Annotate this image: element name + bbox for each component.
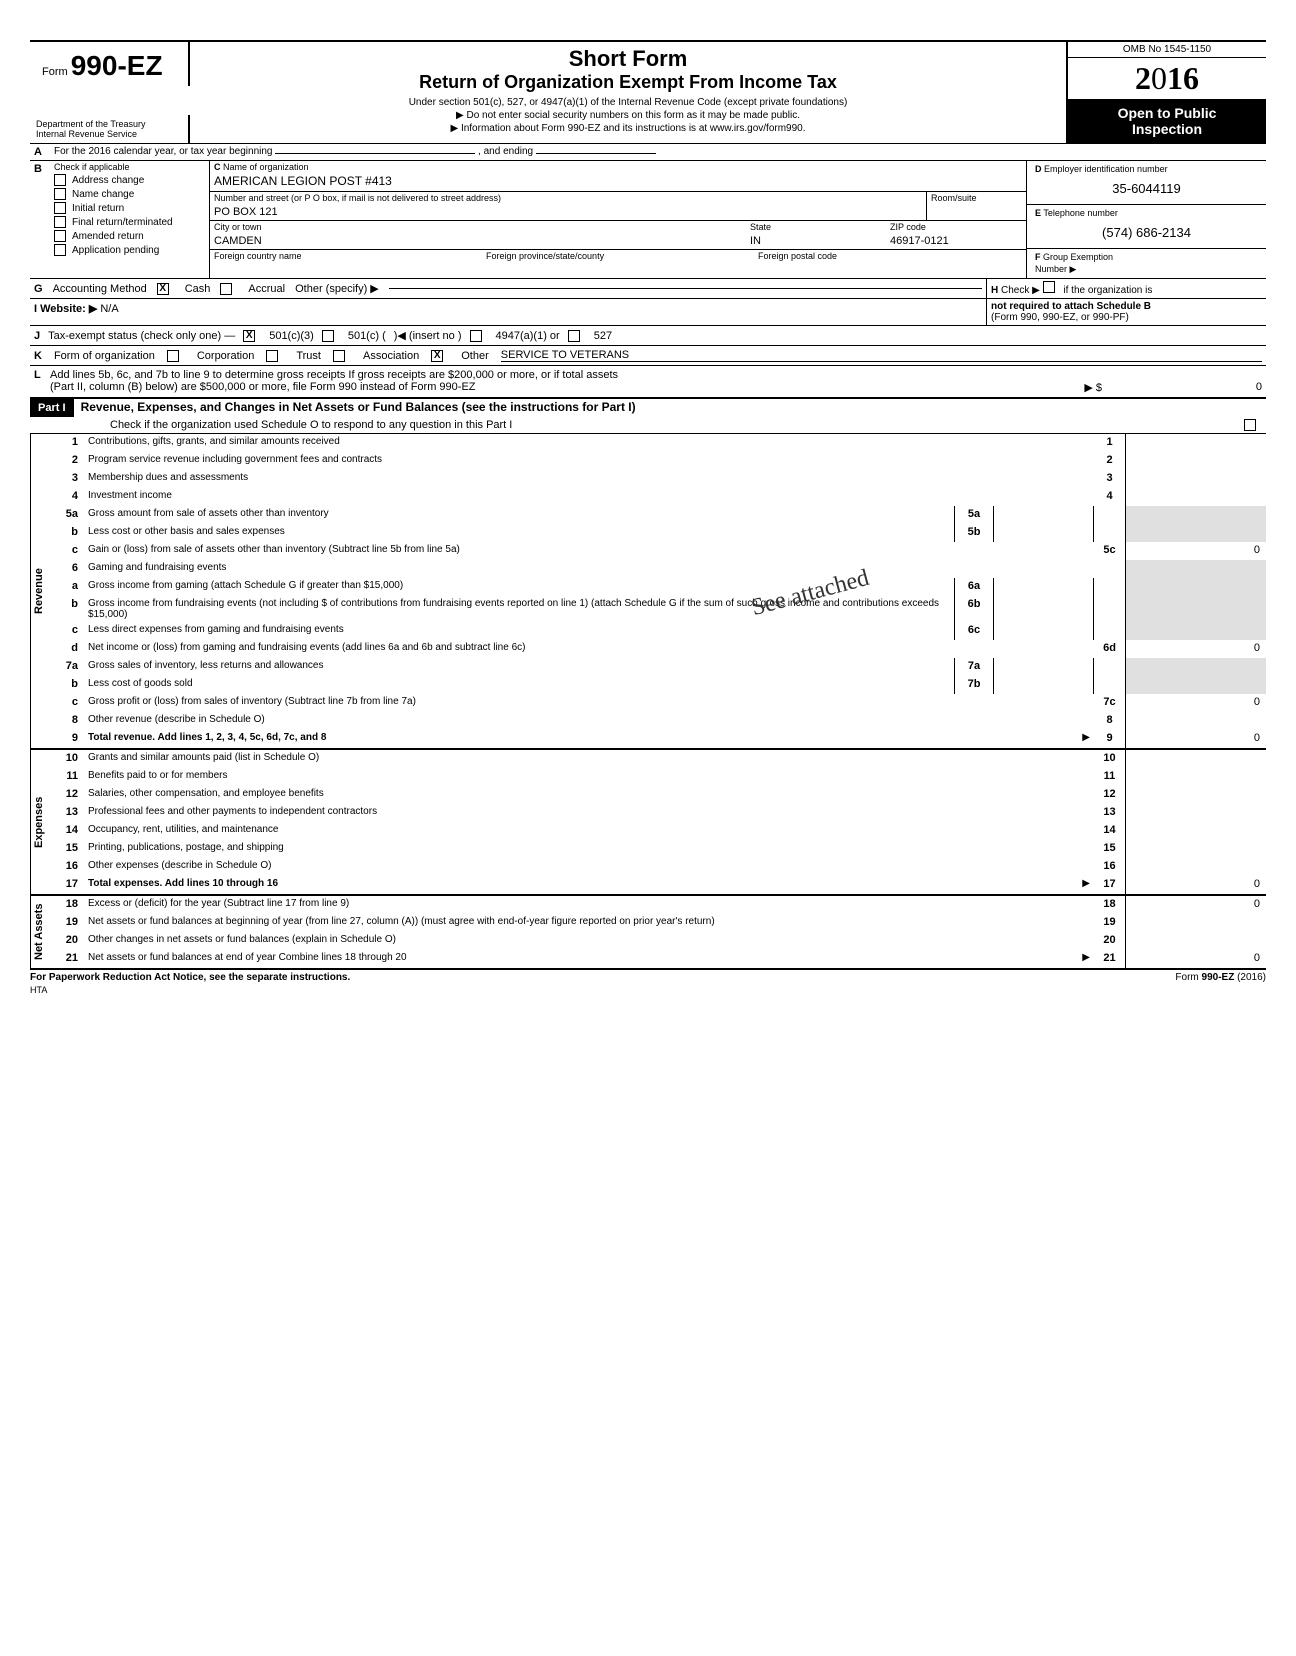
checkbox-schedule-b[interactable]: [1043, 281, 1055, 293]
part-1-title: Revenue, Expenses, and Changes in Net As…: [77, 398, 640, 416]
org-name: AMERICAN LEGION POST #413: [210, 173, 1026, 191]
expenses-label: Expenses: [30, 750, 54, 894]
checkbox-trust[interactable]: [266, 350, 278, 362]
row-k: K Form of organization Corporation Trust…: [30, 346, 1266, 366]
tax-year: 2016: [1068, 58, 1266, 99]
revenue-label: Revenue: [30, 434, 54, 748]
title-box: Short Form Return of Organization Exempt…: [190, 42, 1066, 143]
website-val: N/A: [100, 303, 118, 315]
checkbox-initial-return[interactable]: [54, 202, 66, 214]
checkbox-assoc[interactable]: [333, 350, 345, 362]
checkbox-accrual[interactable]: [220, 283, 232, 295]
city: CAMDEN: [210, 233, 746, 249]
calendar-year-text: For the 2016 calendar year, or tax year …: [50, 144, 1266, 160]
checkbox-corp[interactable]: [167, 350, 179, 362]
check-applicable-col: Check if applicable Address change Name …: [50, 161, 210, 278]
checkbox-4947[interactable]: [470, 330, 482, 342]
irs-label: Internal Revenue Service: [36, 129, 182, 139]
checkbox-501c3[interactable]: [243, 330, 255, 342]
year-box: OMB No 1545-1150 2016 Open to Public Ins…: [1066, 42, 1266, 143]
under-section: Under section 501(c), 527, or 4947(a)(1)…: [200, 97, 1056, 108]
org-info-section: B Check if applicable Address change Nam…: [30, 161, 1266, 279]
row-a: A For the 2016 calendar year, or tax yea…: [30, 144, 1266, 161]
checkbox-app-pending[interactable]: [54, 244, 66, 256]
gross-receipts: 0: [1102, 381, 1262, 394]
label-a: A: [30, 144, 50, 160]
right-info-col: D Employer identification number 35-6044…: [1026, 161, 1266, 278]
open-public: Open to Public Inspection: [1068, 99, 1266, 143]
checkbox-address-change[interactable]: [54, 174, 66, 186]
telephone: (574) 686-2134: [1031, 219, 1262, 246]
revenue-section: Revenue 1Contributions, gifts, grants, a…: [30, 434, 1266, 750]
form-number-box: Form 990-EZ: [30, 42, 190, 86]
row-j: J Tax-exempt status (check only one) — 5…: [30, 326, 1266, 346]
org-name-col: C Name of organization AMERICAN LEGION P…: [210, 161, 1026, 278]
net-assets-label: Net Assets: [30, 896, 54, 968]
check-if-label: Check if applicable: [50, 161, 209, 173]
dept-treasury: Department of the Treasury: [36, 119, 182, 129]
expenses-section: Expenses 10Grants and similar amounts pa…: [30, 750, 1266, 896]
form-prefix: Form: [42, 66, 68, 78]
title-main: Short Form: [200, 46, 1056, 72]
hta-label: HTA: [30, 985, 1266, 995]
checkbox-amended[interactable]: [54, 230, 66, 242]
form-990ez: Form 990-EZ Department of the Treasury I…: [30, 40, 1266, 995]
paperwork-notice: For Paperwork Reduction Act Notice, see …: [30, 972, 350, 983]
checkbox-527[interactable]: [568, 330, 580, 342]
checkbox-schedule-o[interactable]: [1244, 419, 1256, 431]
omb-number: OMB No 1545-1150: [1068, 42, 1266, 58]
state: IN: [746, 233, 886, 249]
checkbox-name-change[interactable]: [54, 188, 66, 200]
ein-value: 35-6044119: [1031, 175, 1262, 202]
checkbox-final-return[interactable]: [54, 216, 66, 228]
form-number: 990-EZ: [71, 50, 163, 81]
checkbox-other-org[interactable]: [431, 350, 443, 362]
other-org-val: SERVICE TO VETERANS: [501, 349, 1262, 362]
checkbox-501c[interactable]: [322, 330, 334, 342]
part-1-label: Part I: [30, 399, 74, 417]
footer: For Paperwork Reduction Act Notice, see …: [30, 970, 1266, 985]
row-l: L Add lines 5b, 6c, and 7b to line 9 to …: [30, 366, 1266, 397]
street-address: PO BOX 121: [210, 204, 926, 220]
row-i: I Website: ▶ N/A not required to attach …: [30, 299, 1266, 326]
label-b: B: [30, 161, 50, 278]
checkbox-cash[interactable]: [157, 283, 169, 295]
info-notice: ▶ Information about Form 990-EZ and its …: [200, 123, 1056, 134]
part-1-header: Part I Revenue, Expenses, and Changes in…: [30, 397, 1266, 434]
net-assets-section: Net Assets 18Excess or (deficit) for the…: [30, 896, 1266, 970]
zip: 46917-0121: [886, 233, 1026, 249]
title-sub: Return of Organization Exempt From Incom…: [200, 72, 1056, 93]
form-header: Form 990-EZ Department of the Treasury I…: [30, 40, 1266, 144]
row-g-h: G Accounting Method Cash Accrual Other (…: [30, 279, 1266, 299]
dept-box: Department of the Treasury Internal Reve…: [30, 115, 190, 143]
form-ref: Form 990-EZ (2016): [1175, 972, 1266, 983]
ssn-notice: ▶ Do not enter social security numbers o…: [200, 110, 1056, 121]
